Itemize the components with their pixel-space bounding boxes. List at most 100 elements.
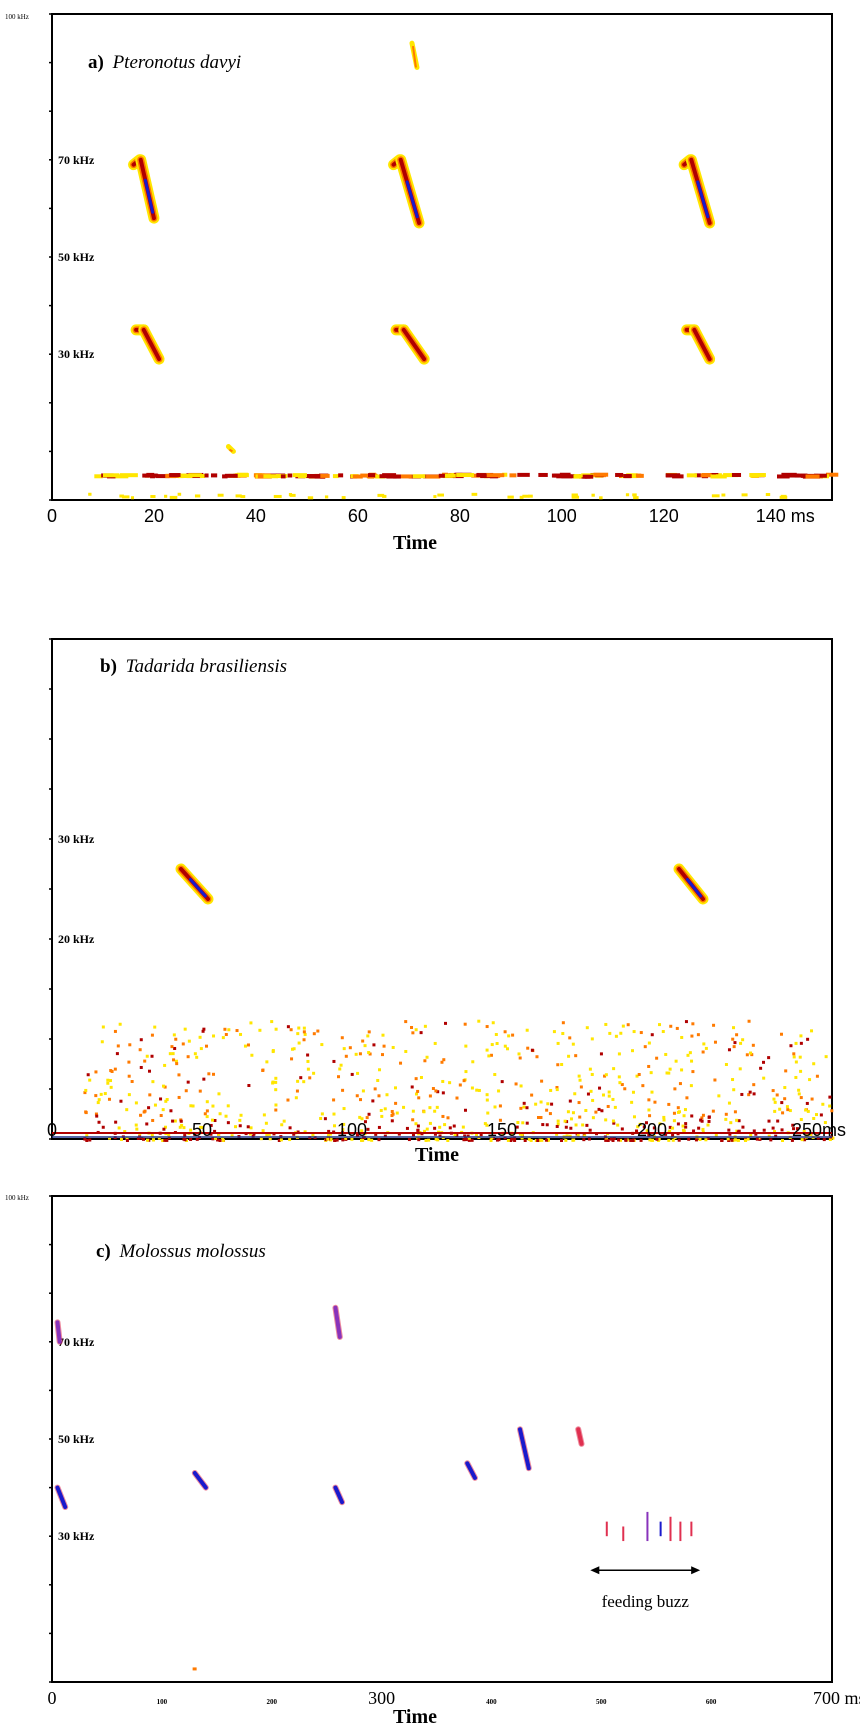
noise-speck-b [812,1116,816,1120]
noise-speck-b [150,1133,154,1137]
noise-speck-b [587,1137,591,1141]
noise-speck-b [597,1107,601,1111]
call-fundamental-a [143,178,155,214]
noise-speck-b [810,1029,814,1033]
noise-speck-b [728,1132,732,1136]
noise-speck-b [246,1125,250,1129]
noise-speck-b [808,1132,812,1136]
noise-speck-a [324,495,329,499]
title-label-c: c) [96,1241,111,1262]
noise-speck-b [498,1118,502,1122]
noise-speck-b [490,1043,494,1047]
noise-speck-b [467,1138,471,1142]
noise-speck-b [799,1069,803,1073]
call-b [685,878,703,898]
noise-speck-b [221,1138,225,1142]
noise-speck-b [367,1112,371,1116]
noise-speck-b [455,1096,459,1100]
noise-speck-b [416,1128,420,1132]
noise-speck-b [433,1126,437,1130]
noise-speck-b [363,1044,367,1048]
noise-speck-b [611,1138,615,1142]
noise-speck-b [600,1109,604,1113]
noise-speck-b [94,1112,98,1116]
noise-speck-b [612,1121,616,1125]
noise-speck-b [142,1110,146,1114]
noise-speck-b [391,1045,395,1049]
noise-speck-b [730,1138,734,1142]
noise-speck-b [520,1136,524,1140]
noise-band-a [222,474,228,479]
noise-speck-b [143,1059,147,1063]
noise-speck-b [535,1055,539,1059]
noise-speck-b [162,1127,166,1131]
noise-speck-b [741,1125,745,1129]
noise-speck-b [607,1090,611,1094]
noise-speck-b [783,1086,787,1090]
noise-speck-b [411,1031,415,1035]
noise-speck-b [302,1026,306,1030]
noise-speck-b [428,1094,432,1098]
noise-speck-b [794,1075,798,1079]
noise-speck-b [157,1136,161,1140]
noise-speck-b [205,1109,209,1113]
noise-speck-b [664,1132,668,1136]
noise-speck-b [724,1112,728,1116]
noise-speck-b [172,1058,176,1062]
noise-speck-b [690,1034,694,1038]
noise-speck-b [466,1134,470,1138]
noise-speck-b [805,1101,809,1105]
noise-speck-b [83,1137,87,1141]
noise-speck-b [525,1028,529,1032]
noise-speck-b [638,1122,642,1126]
noise-speck-b [337,1075,341,1079]
noise-speck-b [303,1032,307,1036]
noise-speck-b [195,1137,199,1141]
noise-speck-b [127,1060,131,1064]
noise-speck-b [335,1138,339,1142]
noise-speck-b [816,1136,820,1140]
noise-speck-b [207,1072,211,1076]
noise-band-a [615,472,624,477]
noise-band-a [559,472,571,477]
noise-speck-b [677,1138,681,1142]
noise-speck-b [366,1034,370,1038]
noise-band-a [723,473,738,478]
noise-speck-b [182,1126,186,1130]
noise-band-a [332,474,339,479]
noise-band-a [257,474,264,479]
noise-speck-b [282,1119,286,1123]
noise-speck-b [390,1119,394,1123]
noise-speck-b [688,1051,692,1055]
noise-speck-b [452,1124,456,1128]
noise-band-a [287,473,293,478]
noise-speck-b [507,1034,511,1038]
noise-speck-a [437,493,444,497]
noise-speck-a [721,493,726,497]
noise-speck-b [749,1133,753,1137]
noise-speck-b [489,1053,493,1057]
noise-band-a [553,473,566,478]
noise-speck-b [522,1105,526,1109]
noise-speck-b [342,1107,346,1111]
noise-speck-b [791,1123,795,1127]
noise-speck-b [604,1022,608,1026]
x-tick-label-c: 700 ms [813,1688,860,1708]
noise-speck-b [116,1044,120,1048]
noise-speck-b [552,1030,556,1034]
noise-band-a [188,473,202,478]
noise-speck-b [163,1063,167,1067]
noise-speck-b [383,1107,387,1111]
noise-speck-b [537,1138,541,1142]
noise-speck-b [198,1035,202,1039]
noise-speck-b [780,1128,784,1132]
noise-band-a [199,474,206,479]
noise-speck-b [530,1093,534,1097]
faint-mark-a [411,46,417,68]
noise-speck-b [274,1103,278,1107]
noise-speck-b [647,1108,651,1112]
spectrogram-a: 100 kHz a) Pteronotus davyi 0 20 40 60 80 100… [5,13,839,564]
noise-speck-b [613,1105,617,1109]
noise-band-a [694,473,701,478]
noise-speck-b [378,1068,382,1072]
